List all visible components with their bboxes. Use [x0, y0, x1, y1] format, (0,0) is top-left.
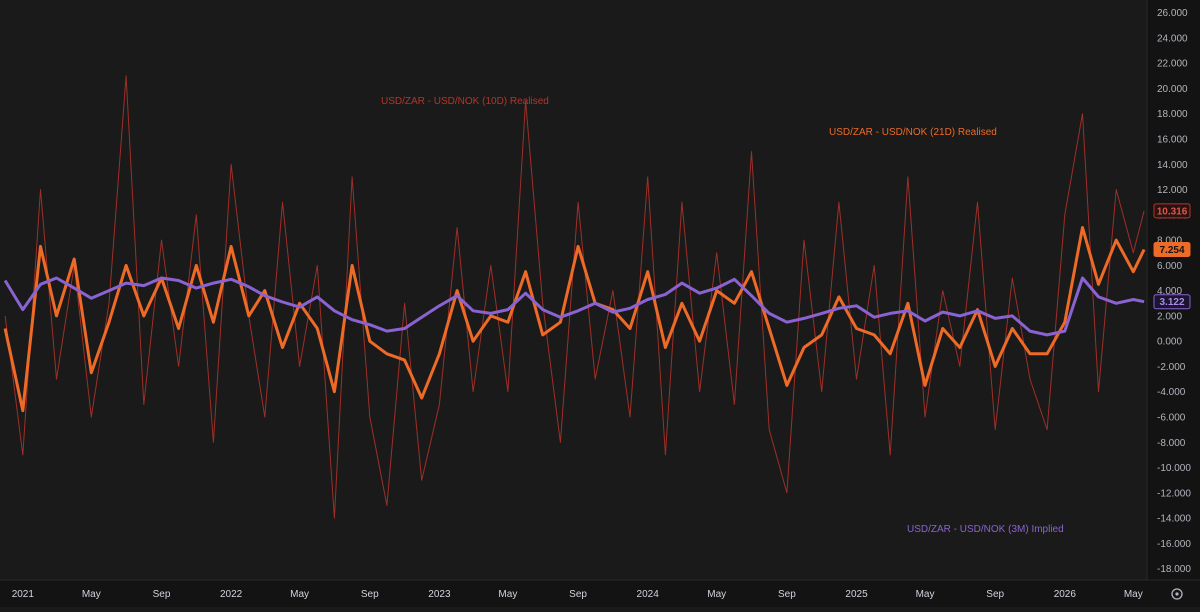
x-tick-label: Sep [986, 589, 1004, 600]
x-tick-label: May [916, 589, 935, 600]
x-tick-label: 2024 [637, 589, 660, 600]
x-tick-label: May [498, 589, 517, 600]
gear-icon[interactable] [1171, 588, 1183, 600]
series-line-implied-3m[interactable] [3, 276, 1145, 337]
series-label-realised-21d: USD/ZAR - USD/NOK (21D) Realised [829, 127, 997, 138]
y-tick-label: -4.000 [1157, 387, 1186, 398]
x-tick-label: Sep [153, 589, 171, 600]
y-tick-label: 24.000 [1157, 33, 1188, 44]
y-tick-label: -14.000 [1157, 514, 1191, 525]
y-tick-label: 8.000 [1157, 236, 1182, 247]
value-tag-text: 3.122 [1159, 297, 1184, 308]
y-tick-label: -18.000 [1157, 564, 1191, 575]
x-tick-label: May [290, 589, 309, 600]
x-tick-label: Sep [569, 589, 587, 600]
series-layer [3, 75, 1146, 519]
x-tick-label: May [82, 589, 101, 600]
series-label-realised-10d: USD/ZAR - USD/NOK (10D) Realised [381, 96, 549, 107]
y-tick-label: 6.000 [1157, 261, 1182, 272]
x-tick-label: Sep [361, 589, 379, 600]
x-tick-label: May [707, 589, 726, 600]
series-label-implied-3m: USD/ZAR - USD/NOK (3M) Implied [907, 524, 1064, 535]
x-tick-label: 2023 [428, 589, 451, 600]
y-tick-label: 4.000 [1157, 286, 1182, 297]
x-tick-label: 2026 [1054, 589, 1077, 600]
value-tag-box [1153, 203, 1191, 219]
y-tick-label: -6.000 [1157, 412, 1186, 423]
y-tick-label: -12.000 [1157, 488, 1191, 499]
value-tag-text: 10.316 [1157, 206, 1188, 217]
last-value-tag-implied-3m: 3.122 [1153, 294, 1191, 310]
settings-button[interactable] [1171, 588, 1183, 600]
x-tick-label: Sep [778, 589, 796, 600]
last-value-tag-realised-21d: 7.254 [1153, 242, 1191, 258]
series-line-realised-10d[interactable] [4, 75, 1145, 519]
gear-icon-center [1175, 592, 1179, 596]
x-tick-label: 2025 [845, 589, 868, 600]
x-axis-ticks: 2021 May Sep 2022 May Sep 2023 May Sep 2024 May Sep… [12, 589, 1143, 600]
y-tick-label: -8.000 [1157, 438, 1186, 449]
y-tick-label: 18.000 [1157, 109, 1188, 120]
y-tick-label: 16.000 [1157, 134, 1188, 145]
x-axis-panel[interactable] [0, 580, 1200, 607]
x-tick-label: 2021 [12, 589, 35, 600]
series-line-realised-21d[interactable] [3, 226, 1146, 413]
y-tick-label: 0.000 [1157, 337, 1182, 348]
y-tick-label: -16.000 [1157, 539, 1191, 550]
x-tick-label: 2022 [220, 589, 243, 600]
y-tick-label: 14.000 [1157, 160, 1188, 171]
y-tick-label: 26.000 [1157, 8, 1188, 19]
x-tick-label: May [1124, 589, 1143, 600]
last-value-tags: 10.316 7.254 3.122 [1153, 203, 1191, 310]
y-tick-label: 20.000 [1157, 84, 1188, 95]
y-tick-label: 2.000 [1157, 311, 1182, 322]
value-tag-text: 7.254 [1159, 245, 1184, 256]
value-tag-box [1153, 242, 1191, 258]
y-tick-label: 12.000 [1157, 185, 1188, 196]
y-tick-label: -2.000 [1157, 362, 1186, 373]
value-tag-box [1153, 294, 1191, 310]
y-tick-label: -10.000 [1157, 463, 1191, 474]
y-tick-label: 22.000 [1157, 59, 1188, 70]
last-value-tag-realised-10d: 10.316 [1153, 203, 1191, 219]
